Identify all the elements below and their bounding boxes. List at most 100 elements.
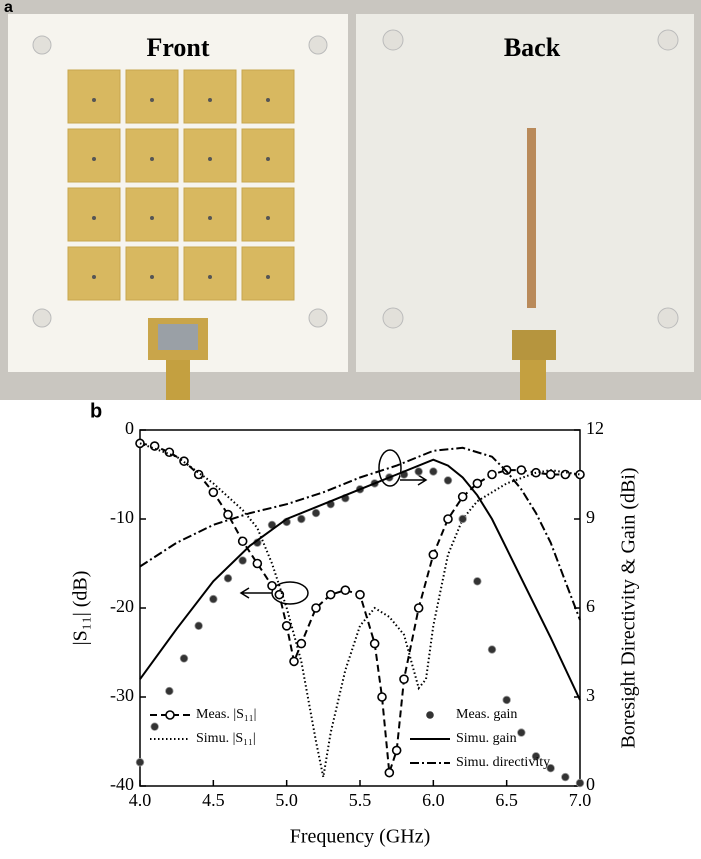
back-label: Back xyxy=(504,33,561,62)
y-tick-label: -30 xyxy=(110,685,134,705)
y2-tick-label: 3 xyxy=(586,685,595,705)
y-tick-label: -40 xyxy=(110,774,134,794)
front-label: Front xyxy=(146,33,209,62)
marker xyxy=(289,656,299,667)
x-tick-label: 6.5 xyxy=(495,790,518,810)
marker xyxy=(472,478,483,489)
x-tick-label: 5.0 xyxy=(275,790,298,810)
patch-array xyxy=(67,69,295,301)
photo: a Front Back xyxy=(0,0,701,400)
x-tick-label: 5.5 xyxy=(349,790,372,810)
patch xyxy=(183,69,237,124)
y-tick-label: -20 xyxy=(110,596,134,616)
series-line xyxy=(139,446,581,621)
patch xyxy=(67,69,121,124)
marker xyxy=(546,764,555,773)
legend-label: Simu. directivity xyxy=(456,755,550,770)
y2-tick-label: 6 xyxy=(586,596,595,616)
marker xyxy=(502,695,511,705)
marker xyxy=(487,645,497,654)
patch xyxy=(183,187,237,242)
probe xyxy=(208,216,212,220)
marker xyxy=(369,638,380,649)
probe xyxy=(208,98,212,102)
marker xyxy=(179,456,189,466)
patch xyxy=(241,128,295,183)
y2-tick-label: 9 xyxy=(586,507,595,527)
marker xyxy=(443,514,453,524)
marker xyxy=(516,465,527,475)
marker xyxy=(517,728,526,737)
marker xyxy=(545,469,556,480)
marker xyxy=(135,758,145,767)
marker xyxy=(384,767,395,778)
probe xyxy=(266,216,270,220)
marker xyxy=(414,467,423,476)
legend-swatch xyxy=(165,710,175,720)
patch xyxy=(125,128,179,183)
probe xyxy=(266,157,270,161)
marker xyxy=(179,654,189,663)
panel-label: a xyxy=(4,0,13,16)
legend-label: Meas. gain xyxy=(456,707,517,722)
probe xyxy=(266,98,270,102)
marker xyxy=(252,558,263,569)
marker xyxy=(150,722,159,731)
x-tick-label: 4.5 xyxy=(202,790,225,810)
series-line xyxy=(139,442,581,778)
probe xyxy=(208,157,212,161)
probe xyxy=(92,216,96,220)
patch xyxy=(125,246,179,301)
sma-front xyxy=(166,360,190,400)
marker xyxy=(391,745,402,756)
marker xyxy=(208,487,219,498)
back-board xyxy=(356,14,694,372)
series-line xyxy=(139,458,581,701)
patch xyxy=(67,187,121,242)
marker xyxy=(428,549,439,560)
feed-line xyxy=(527,128,536,308)
patch xyxy=(125,187,179,242)
patch xyxy=(67,128,121,183)
marker xyxy=(458,514,467,524)
probe xyxy=(150,157,154,161)
marker xyxy=(274,589,285,600)
marker xyxy=(575,469,585,480)
chart: b Frequency (GHz) |S₁₁| (dB) Boresight D… xyxy=(70,400,640,847)
y2-axis-label: Boresight Directivity & Gain (dBi) xyxy=(618,467,640,748)
probe xyxy=(266,275,270,279)
marker xyxy=(149,441,160,451)
marker xyxy=(561,772,570,782)
marker xyxy=(531,752,541,761)
marker xyxy=(194,621,203,630)
marker xyxy=(429,467,438,476)
marker xyxy=(237,536,248,547)
x-tick-label: 4.0 xyxy=(129,790,152,810)
patch xyxy=(183,246,237,301)
probe xyxy=(92,98,96,102)
marker xyxy=(223,509,233,520)
marker xyxy=(297,514,306,524)
marker xyxy=(296,638,307,649)
marker xyxy=(164,447,175,458)
annotations xyxy=(239,449,428,605)
marker xyxy=(311,508,321,518)
marker xyxy=(165,686,174,696)
marker xyxy=(209,594,218,604)
probe xyxy=(150,98,154,102)
patch xyxy=(241,69,295,124)
y-axis-label: |S₁₁| (dB) xyxy=(70,571,92,646)
y-tick-label: 0 xyxy=(125,418,134,438)
marker xyxy=(311,603,321,613)
marker xyxy=(238,556,247,565)
probe xyxy=(92,275,96,279)
patch xyxy=(241,187,295,242)
y2-tick-label: 0 xyxy=(586,774,595,794)
legend-label: Simu. |S₁₁| xyxy=(196,731,256,746)
marker xyxy=(281,620,292,631)
patch xyxy=(67,246,121,301)
marker xyxy=(267,580,277,591)
marker xyxy=(443,476,453,485)
marker xyxy=(487,469,497,480)
